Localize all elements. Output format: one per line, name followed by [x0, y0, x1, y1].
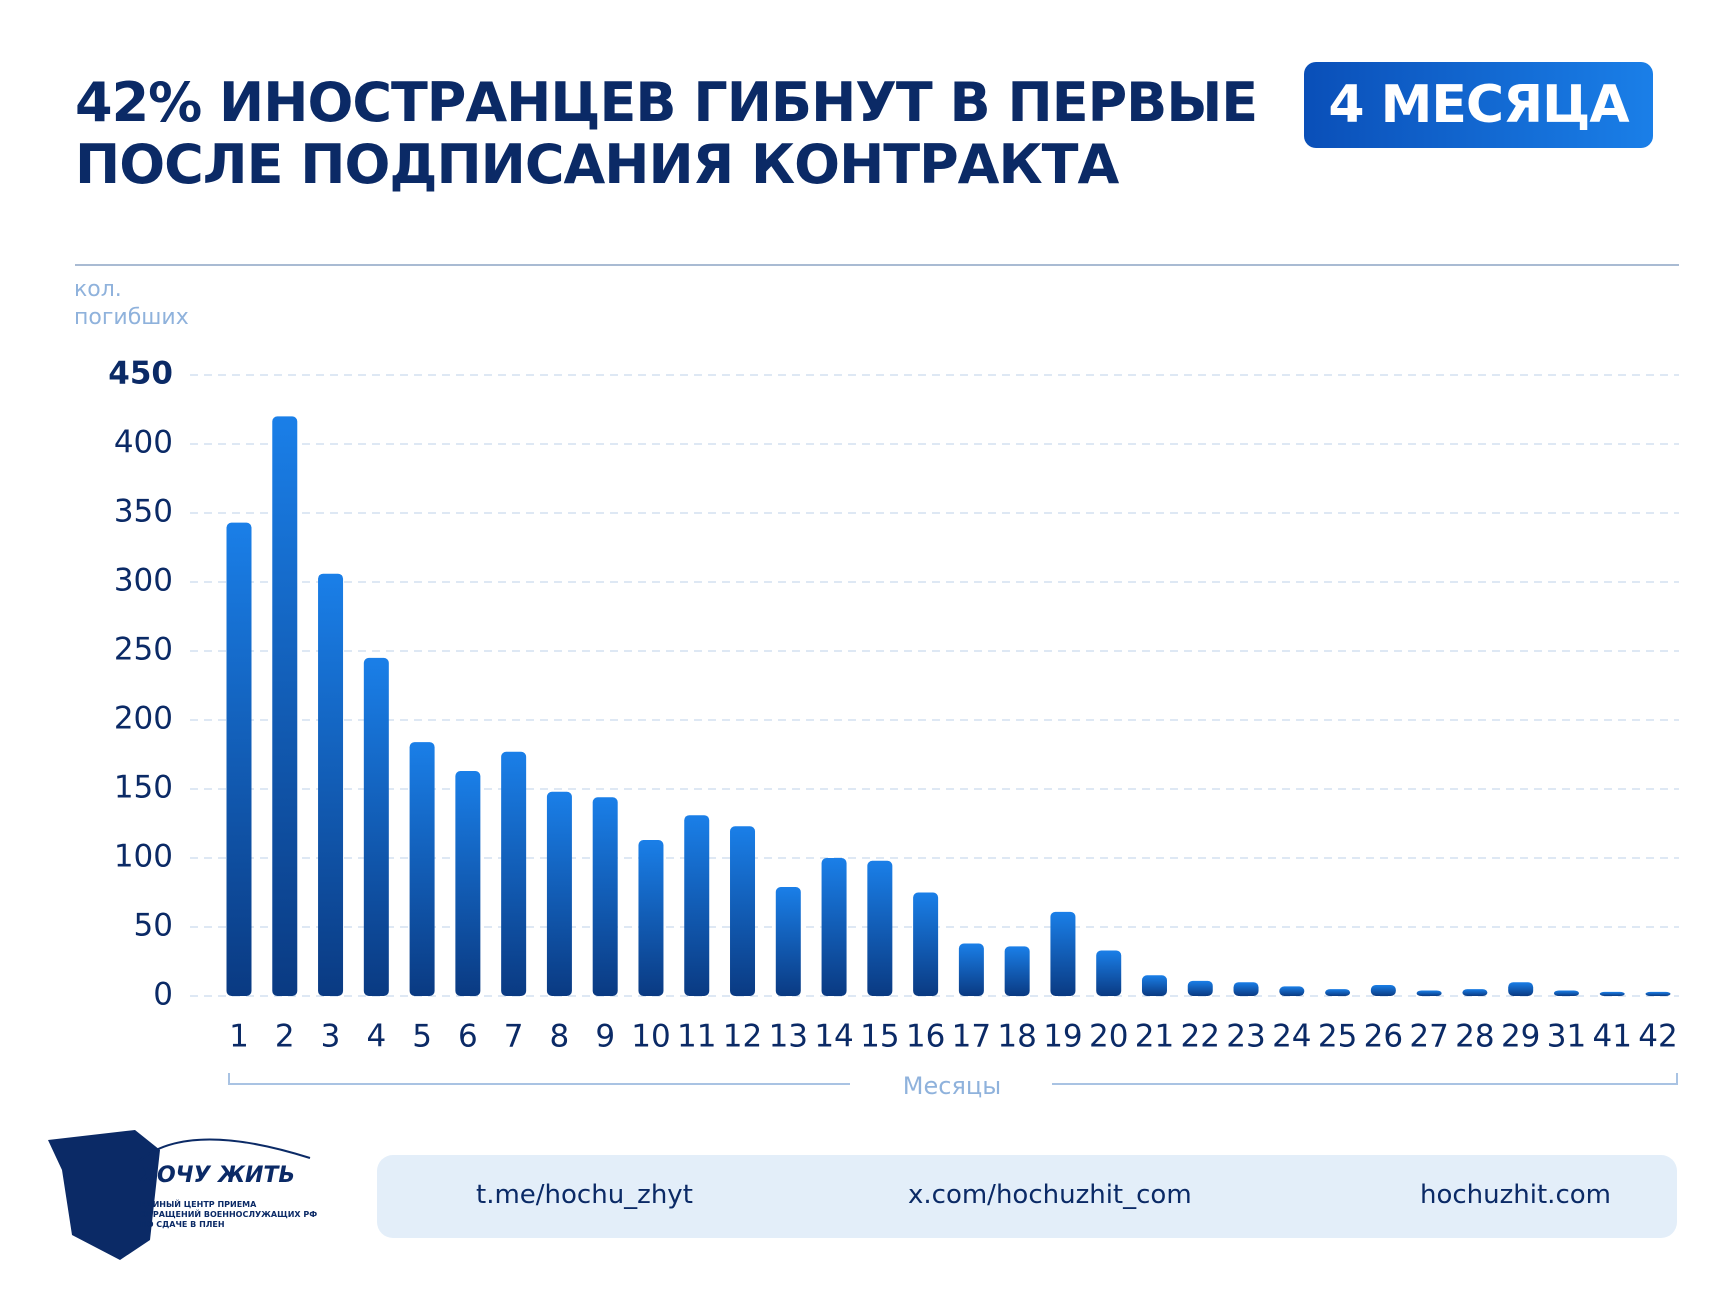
x-tick-label: 3	[321, 1019, 341, 1055]
x-tick-label: 22	[1181, 1019, 1220, 1055]
bar	[272, 416, 298, 996]
bar	[409, 742, 435, 996]
x-tick-label: 41	[1592, 1019, 1631, 1055]
bar	[1645, 991, 1671, 996]
x-tick-label: 28	[1455, 1019, 1494, 1055]
bar	[1050, 911, 1076, 996]
y-tick-label: 250	[114, 632, 173, 668]
bar	[958, 943, 984, 996]
bar	[1187, 980, 1213, 996]
y-axis-label: кол. погибших	[74, 277, 189, 330]
x-bracket	[228, 1073, 1678, 1085]
bar	[1553, 990, 1579, 996]
bar	[318, 573, 344, 996]
bar	[730, 826, 756, 996]
bar	[1599, 991, 1625, 996]
x-tick-label: 16	[906, 1019, 945, 1055]
x-tick-label: 31	[1547, 1019, 1586, 1055]
bar	[867, 860, 893, 996]
badge: 4 МЕСЯЦА	[1304, 62, 1653, 148]
x-tick-label: 13	[769, 1019, 808, 1055]
bar	[775, 886, 801, 996]
footer-bar	[377, 1155, 1677, 1238]
bar	[363, 657, 389, 996]
x-tick-label: 11	[677, 1019, 716, 1055]
x-tick-label: 18	[997, 1019, 1036, 1055]
bar	[226, 522, 252, 996]
x-tick-label: 7	[504, 1019, 524, 1055]
bar	[1233, 982, 1259, 996]
logo-shape	[48, 1130, 160, 1260]
x-tick-label: 8	[550, 1019, 570, 1055]
logo-name: ХОЧУ ЖИТЬ	[140, 1163, 296, 1188]
x-tick-label: 4	[366, 1019, 386, 1055]
x-tick-label: 9	[595, 1019, 615, 1055]
x-tick-label: 25	[1318, 1019, 1357, 1055]
y-tick-label: 450	[108, 356, 173, 392]
bar	[1416, 990, 1442, 996]
x-tick-label: 20	[1089, 1019, 1128, 1055]
y-tick-label: 50	[134, 908, 173, 944]
bar	[1370, 984, 1396, 996]
bar	[1325, 989, 1351, 996]
x-tick-label: 27	[1409, 1019, 1448, 1055]
x-tick-label: 17	[952, 1019, 991, 1055]
bar	[1141, 975, 1167, 996]
y-tick-label: 150	[114, 770, 173, 806]
bar	[638, 840, 664, 996]
bar	[1279, 986, 1305, 996]
y-tick-label: 0	[153, 977, 173, 1013]
bar	[501, 751, 527, 996]
logo-arc	[139, 1138, 311, 1161]
x-tick-label: 1	[229, 1019, 249, 1055]
x-tick-label: 19	[1043, 1019, 1082, 1055]
x-tick-label: 12	[723, 1019, 762, 1055]
bar	[592, 797, 618, 996]
x-tick-label: 21	[1135, 1019, 1174, 1055]
y-tick-label: 200	[114, 701, 173, 737]
bar	[821, 858, 847, 996]
bar	[1004, 946, 1030, 996]
bar	[1096, 950, 1122, 996]
link[interactable]: x.com/hochuzhit_com	[908, 1180, 1192, 1210]
y-tick-label: 300	[114, 563, 173, 599]
logo-text: ЕДИНЫЙ ЦЕНТР ПРИЕМА ОБРАЩЕНИЙ ВОЕННОСЛУЖ…	[140, 1200, 318, 1229]
x-axis-label: Месяцы	[903, 1072, 1001, 1100]
x-tick-label: 29	[1501, 1019, 1540, 1055]
bar	[1462, 989, 1488, 996]
y-tick-label: 100	[114, 839, 173, 875]
bar	[546, 791, 572, 996]
x-tick-label: 26	[1364, 1019, 1403, 1055]
bar	[455, 771, 481, 996]
x-tick-label: 15	[860, 1019, 899, 1055]
y-tick-label: 350	[114, 494, 173, 530]
bar	[684, 815, 710, 996]
x-tick-label: 24	[1272, 1019, 1311, 1055]
x-tick-label: 14	[814, 1019, 853, 1055]
y-tick-label: 400	[114, 425, 173, 461]
x-tick-label: 10	[631, 1019, 670, 1055]
link[interactable]: hochuzhit.com	[1420, 1180, 1611, 1210]
link[interactable]: t.me/hochu_zhyt	[476, 1180, 693, 1210]
x-tick-label: 42	[1638, 1019, 1677, 1055]
x-tick-label: 6	[458, 1019, 478, 1055]
bar	[913, 892, 939, 996]
x-tick-label: 2	[275, 1019, 295, 1055]
x-tick-label: 5	[412, 1019, 432, 1055]
bar	[1508, 982, 1534, 996]
title: 42% ИНОСТРАНЦЕВ ГИБНУТ В ПЕРВЫЕ ПОСЛЕ ПО…	[75, 71, 1258, 196]
x-tick-label: 23	[1226, 1019, 1265, 1055]
